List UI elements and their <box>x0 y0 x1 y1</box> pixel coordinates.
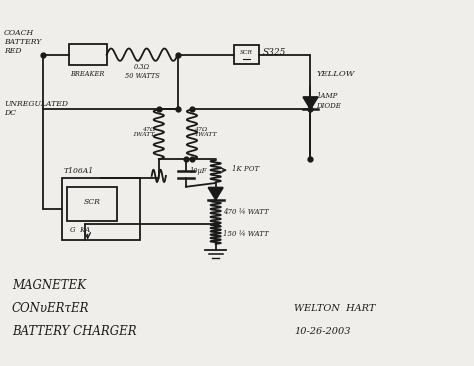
Text: YELLOW: YELLOW <box>316 70 355 78</box>
Text: COACH
BATTERY
RED: COACH BATTERY RED <box>4 29 41 55</box>
Text: 470 ¼ WATT: 470 ¼ WATT <box>223 208 268 216</box>
Text: UNREGULATED
DC: UNREGULATED DC <box>4 100 68 117</box>
Text: 1K POT: 1K POT <box>232 165 259 173</box>
Bar <box>67 187 117 221</box>
Text: BREAKER: BREAKER <box>71 70 105 78</box>
Text: G  KA: G KA <box>70 225 90 234</box>
Bar <box>69 44 107 65</box>
Text: 10-26-2003: 10-26-2003 <box>294 327 350 336</box>
Text: T106A1: T106A1 <box>64 167 94 175</box>
Text: 47Ω
1WATT: 47Ω 1WATT <box>132 127 155 137</box>
Polygon shape <box>303 97 318 109</box>
Polygon shape <box>209 187 223 199</box>
Text: 1AMP
DIODE: 1AMP DIODE <box>316 92 341 109</box>
Text: 0.3Ω
50 WATTS: 0.3Ω 50 WATTS <box>125 63 160 81</box>
Text: CONυERτER: CONυERτER <box>12 302 90 314</box>
Text: MAGNETEK: MAGNETEK <box>12 279 86 292</box>
Text: 10µF: 10µF <box>190 167 207 175</box>
Text: 150 ¼ WATT: 150 ¼ WATT <box>223 230 268 238</box>
Text: BATTERY CHARGER: BATTERY CHARGER <box>12 325 137 338</box>
Bar <box>234 45 259 64</box>
Text: S325: S325 <box>263 48 286 57</box>
Text: SCR: SCR <box>240 50 253 55</box>
Text: WELTON  HART: WELTON HART <box>294 303 375 313</box>
Bar <box>62 178 140 240</box>
Text: 47Ω
1WATT: 47Ω 1WATT <box>194 127 217 137</box>
Text: SCR: SCR <box>84 198 100 206</box>
